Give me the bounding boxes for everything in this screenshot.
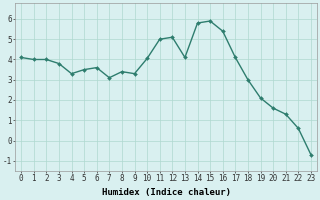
X-axis label: Humidex (Indice chaleur): Humidex (Indice chaleur)	[101, 188, 230, 197]
